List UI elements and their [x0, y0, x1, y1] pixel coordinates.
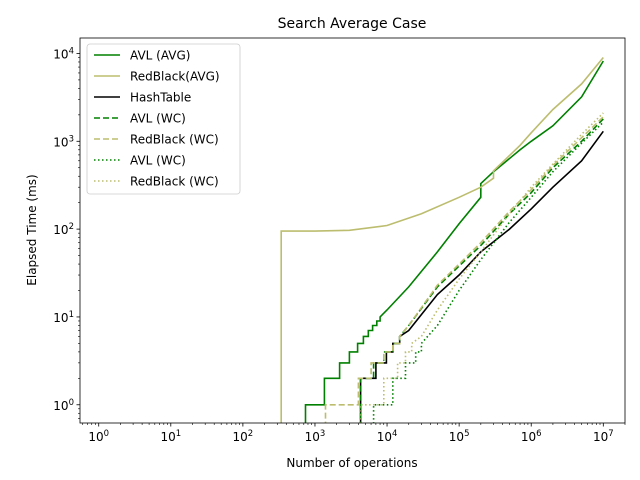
- y-tick-label: 104: [53, 46, 74, 61]
- legend-label: RedBlack (WC): [130, 133, 219, 147]
- x-tick-label: 103: [305, 429, 326, 444]
- x-tick-label: 105: [449, 429, 470, 444]
- series-line-1: [280, 56, 604, 423]
- x-tick-label: 102: [233, 429, 254, 444]
- legend: AVL (AVG) RedBlack(AVG) HashTable AVL (WC) R…: [86, 43, 241, 195]
- series-layer: [280, 56, 604, 423]
- plot-area-frame: [79, 37, 626, 424]
- y-tick-label: 103: [53, 134, 74, 149]
- y-axis-label: Elapsed Time (ms): [25, 174, 39, 285]
- series-line-6: [359, 112, 604, 423]
- y-tick-label: 101: [53, 310, 74, 325]
- x-tick-label: 104: [377, 429, 398, 444]
- y-tick-label: 100: [53, 398, 74, 413]
- x-tick-label: 101: [160, 429, 181, 444]
- legend-label: AVL (WC): [130, 154, 186, 168]
- x-tick-label: 106: [521, 429, 542, 444]
- series-line-0: [304, 60, 604, 423]
- x-axis-label: Number of operations: [286, 456, 417, 470]
- chart-title: Search Average Case: [278, 16, 427, 32]
- legend-label: HashTable: [130, 91, 191, 105]
- y-tick-label: 102: [53, 222, 74, 237]
- legend-label: RedBlack (WC): [130, 175, 219, 189]
- x-axis-ticks: 100 101 102 103 104 105 106 107: [82, 423, 626, 444]
- y-axis-ticks: 100 101 102 103 104: [53, 46, 80, 419]
- legend-label: AVL (WC): [130, 112, 186, 126]
- legend-box: [86, 43, 241, 195]
- legend-label: AVL (AVG): [130, 49, 190, 63]
- legend-label: RedBlack(AVG): [130, 70, 220, 84]
- x-tick-label: 100: [88, 429, 109, 444]
- x-tick-label: 107: [593, 429, 614, 444]
- series-line-5: [372, 121, 604, 423]
